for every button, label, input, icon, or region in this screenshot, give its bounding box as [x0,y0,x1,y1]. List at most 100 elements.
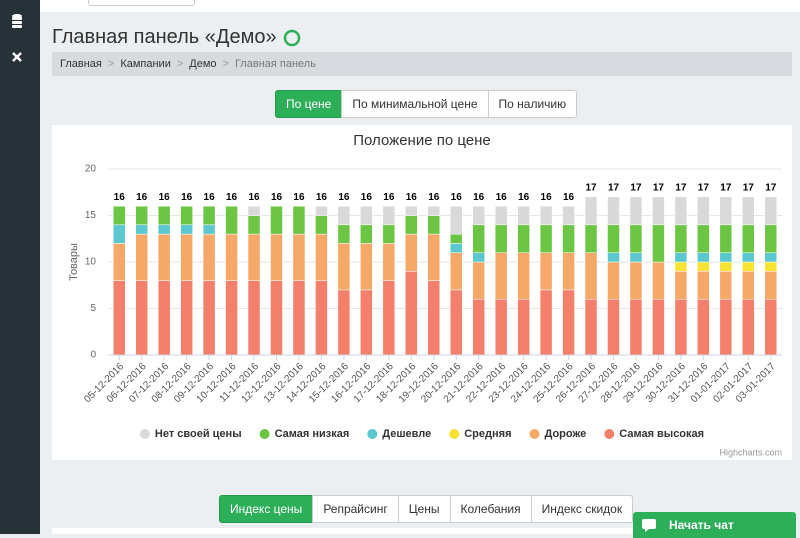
crumb[interactable]: Демо [189,58,217,70]
view-tab[interactable]: По наличию [487,90,578,118]
stack-total: 17 [675,183,687,194]
bar-segment [652,224,665,263]
bar-segment [539,205,553,226]
bar-segment [292,233,306,281]
bar-segment [607,224,620,253]
bar-segment [697,252,710,263]
bar-segment [427,233,441,281]
bar-segment [270,205,283,235]
sidebar-icons [12,14,22,62]
crumb[interactable]: Кампании [120,58,171,70]
bar-segment [382,280,396,356]
bottom-tab[interactable]: Индекс цены [219,495,314,523]
tools-icon[interactable] [12,52,22,62]
stack-total: 16 [541,192,553,203]
bar-segment [292,280,306,356]
chart-panel: Положение по цене Товары Highcharts.com … [52,125,792,460]
bar-segment [202,205,216,226]
bar-segment [180,233,193,281]
top-bar [40,0,800,12]
view-tabs: По цене По минимальной цене По наличию [275,90,578,118]
stack-total: 17 [743,183,755,194]
bar-segment [494,205,508,226]
page-title: Главная панель «Демо» [52,26,301,49]
bar-segment [652,196,665,226]
y-axis-title: Товары [68,243,80,281]
bar-segment [607,252,620,263]
bar-segment [225,233,238,281]
legend-label[interactable]: Нет своей цены [155,428,242,440]
bar-segment [629,261,643,300]
bar-segment [494,224,508,253]
breadcrumb: Главная > Кампании > Демо > Главная пане… [52,52,792,76]
bar-segment [629,298,643,356]
bar-segment [629,224,643,253]
bottom-tab[interactable]: Индекс скидок [530,495,634,523]
stack-total: 17 [653,183,665,194]
legend-label[interactable]: Дороже [544,428,586,440]
legend-label[interactable]: Самая низкая [275,428,350,440]
stack-total: 17 [765,183,777,194]
bar-segment [337,243,351,291]
bar-segment [382,205,396,226]
view-tab[interactable]: По цене [275,90,343,118]
bar-segment [360,289,373,356]
bar-segment [202,280,216,356]
credits[interactable]: Highcharts.com [719,447,782,457]
bottom-tab[interactable]: Цены [397,495,451,523]
bar-segment [157,233,171,281]
chat-icon [642,519,656,532]
bar-segment [719,224,733,253]
bar-segment [472,224,485,253]
legend-label[interactable]: Средняя [464,428,511,440]
chat-label: Начать чат [669,518,734,532]
top-button[interactable] [88,0,195,6]
status-icon [283,29,300,46]
legend-label[interactable]: Дешевле [382,428,431,440]
bar-segment [697,298,710,356]
stack-total: 16 [496,192,508,203]
bar-segment [674,196,688,226]
y-tick-label: 15 [85,210,97,221]
bar-segment [112,280,126,356]
database-icon[interactable] [12,14,22,28]
bar-segment [112,224,126,244]
bar-segment [607,298,620,356]
bar-segment [247,205,261,216]
bar-segment [449,243,463,253]
bar-segment [539,289,553,356]
bar-segment [382,224,396,244]
bottom-tab[interactable]: Репрайсинг [312,495,399,523]
bar-segment [472,252,485,263]
bar-segment [449,252,463,291]
bar-segment [539,224,553,253]
legend-label[interactable]: Самая высокая [619,428,704,440]
y-tick-label: 20 [85,164,97,175]
bottom-tab[interactable]: Колебания [449,495,532,523]
bar-segment [607,261,620,300]
bar-segment [157,224,171,235]
bar-segment [360,224,373,244]
crumb-separator: > [176,58,184,70]
stack-total: 16 [293,192,305,203]
bar-segment [405,205,418,216]
crumb[interactable]: Главная [60,58,102,70]
bar-segment [449,233,463,244]
bar-segment [405,233,418,272]
view-tab[interactable]: По минимальной цене [341,90,489,118]
bottom-panel [52,528,792,534]
title-text: Главная панель «Демо» [52,26,277,48]
bar-segment [517,224,530,253]
chat-button[interactable]: Начать чат [633,512,796,538]
stack-total: 16 [451,192,463,203]
bar-segment [697,224,710,253]
bar-segment [742,271,755,300]
bar-segment [764,271,778,300]
bar-segment [764,196,778,226]
stack-total: 16 [226,192,238,203]
bar-segment [427,280,441,356]
bar-segment [472,205,485,226]
y-tick-label: 10 [85,257,97,268]
bar-segment [584,252,598,300]
stack-total: 16 [159,192,171,203]
